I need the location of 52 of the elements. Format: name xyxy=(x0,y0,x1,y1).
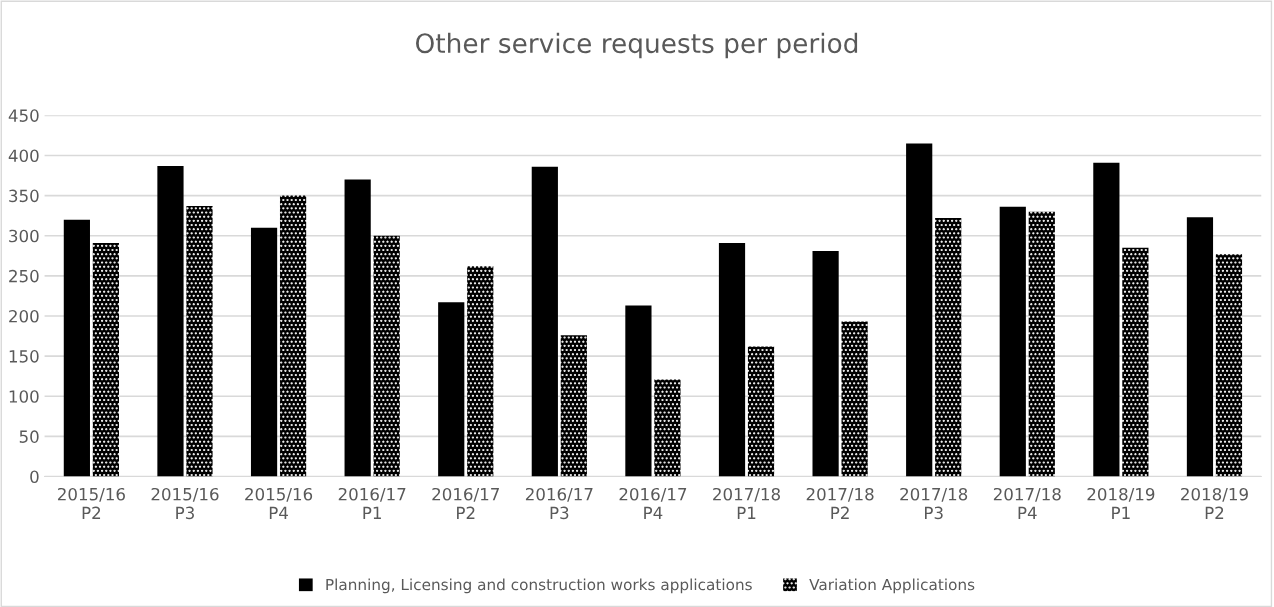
y-tick-label: 50 xyxy=(19,430,39,443)
y-tick-label: 200 xyxy=(9,309,39,323)
y-tick-label: 300 xyxy=(9,229,39,243)
bar xyxy=(438,302,465,477)
bar xyxy=(186,206,213,477)
y-tick-label: 150 xyxy=(9,350,39,363)
x-tick-label: 2017/18 P1 xyxy=(713,487,780,519)
x-tick-label: 2016/17 P2 xyxy=(432,487,499,519)
bar xyxy=(531,166,558,477)
bar xyxy=(1186,217,1214,477)
bar xyxy=(1093,162,1120,477)
x-tick-label: 2015/16 P3 xyxy=(151,487,219,520)
y-tick-label: 250 xyxy=(9,269,39,283)
bar xyxy=(747,346,775,477)
y-tick-label: 400 xyxy=(8,149,39,163)
bar xyxy=(1122,247,1149,477)
x-tick-label: 2017/18 P2 xyxy=(806,487,874,519)
bar xyxy=(373,235,400,477)
y-tick-label: 350 xyxy=(9,189,39,203)
bar xyxy=(999,206,1026,477)
bar xyxy=(157,165,184,477)
x-tick-label: 2016/17 P4 xyxy=(619,487,687,519)
chart-title: Other service requests per period xyxy=(416,32,858,59)
x-tick-label: 2016/17 P1 xyxy=(338,487,406,519)
bar xyxy=(279,195,307,477)
x-tick-label: 2017/18 P3 xyxy=(900,487,968,520)
bar xyxy=(250,227,278,477)
bar xyxy=(625,305,652,477)
bar xyxy=(344,179,371,477)
bar xyxy=(654,379,681,477)
legend-label: Planning, Licensing and construction works applications xyxy=(326,578,752,594)
bar xyxy=(1028,211,1055,477)
x-tick-label: 2017/18 P4 xyxy=(993,487,1061,519)
x-tick-label: 2016/17 P3 xyxy=(525,487,593,520)
y-tick-label: 450 xyxy=(8,109,39,122)
bar xyxy=(1215,254,1243,477)
bar xyxy=(812,250,839,477)
legend-label: Variation Applications xyxy=(809,578,975,594)
bar xyxy=(560,335,587,477)
bar xyxy=(92,242,119,477)
bar xyxy=(841,321,868,477)
x-tick-label: 2015/16 P2 xyxy=(57,487,125,519)
x-tick-label: 2015/16 P4 xyxy=(245,487,313,519)
bar xyxy=(718,242,746,477)
bar xyxy=(935,218,962,477)
x-tick-label: 2018/19 P2 xyxy=(1181,487,1248,519)
y-tick-label: 100 xyxy=(9,390,39,403)
y-tick-label: 0 xyxy=(30,470,39,484)
bar xyxy=(63,219,90,477)
x-tick-label: 2018/19 P1 xyxy=(1087,487,1155,519)
bar xyxy=(906,143,933,477)
bar xyxy=(467,266,494,477)
